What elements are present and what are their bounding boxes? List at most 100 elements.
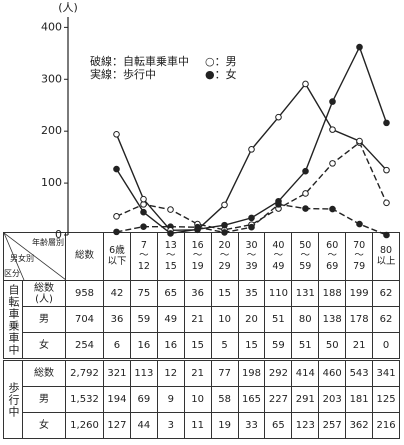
value-cell: 62 [372, 306, 400, 333]
total-cell: 254 [65, 332, 104, 360]
value-cell: 50 [318, 332, 347, 360]
value-cell: 49 [156, 306, 185, 333]
corner-diagonals [4, 233, 66, 280]
age-header: 16 ～ 19 [183, 232, 212, 281]
point [302, 190, 309, 197]
corner-label: 男女別 [10, 254, 34, 263]
table-row: 女 1,260 127 44 3 11 19 33 65 123 257 362 216 [4, 412, 400, 439]
value-cell: 51 [264, 306, 293, 333]
point [113, 228, 120, 236]
corner-label: 年齢層別 [32, 238, 64, 247]
point [221, 221, 228, 229]
value-cell: 131 [291, 280, 320, 307]
chart: (人) 破線：自転車乗車中 実線：歩行中 ○：男 ●：女 0 100 200 300 4… [41, 1, 390, 240]
value-cell: 110 [264, 280, 293, 307]
age-header: 40 ～ 49 [264, 232, 293, 281]
group-label: 歩行中 [3, 358, 23, 439]
point [383, 119, 390, 127]
point [140, 195, 147, 203]
point [221, 201, 228, 209]
point [248, 223, 255, 231]
point [221, 229, 228, 236]
y-unit: (人) [58, 1, 78, 14]
total-header: 総数 [65, 232, 104, 281]
point [383, 231, 390, 239]
point [113, 165, 120, 173]
table-row: 男 1,532 194 69 9 10 58 165 227 291 203 181 125 [4, 386, 400, 413]
value-cell: 80 [291, 306, 320, 333]
point [167, 206, 174, 213]
value-cell: 341 [372, 358, 400, 387]
value-cell: 42 [103, 280, 131, 307]
point [383, 199, 390, 207]
value-cell: 21 [183, 306, 212, 333]
value-cell: 0 [372, 332, 400, 360]
point [329, 160, 336, 167]
point [356, 137, 363, 145]
point [329, 98, 336, 105]
point [113, 213, 120, 220]
value-cell: 188 [318, 280, 347, 307]
value-cell: 113 [129, 358, 158, 387]
point [329, 205, 336, 213]
point [113, 131, 120, 138]
point [302, 167, 309, 175]
value-cell: 125 [372, 386, 400, 413]
table-row: 男 704 36 59 49 21 10 20 51 80 138 178 62 [4, 306, 400, 333]
value-cell: 65 [264, 412, 293, 439]
age-header: 60 ～ 69 [318, 232, 347, 281]
value-cell: 12 [156, 358, 185, 387]
value-cell: 16 [129, 332, 158, 360]
y-tick-label: 200 [41, 124, 62, 137]
value-cell: 9 [156, 386, 185, 413]
value-cell: 21 [183, 358, 212, 387]
point [167, 230, 174, 237]
value-cell: 69 [129, 386, 158, 413]
value-cell: 194 [103, 386, 131, 413]
row-label: 女 [22, 412, 66, 439]
value-cell: 543 [345, 358, 374, 387]
value-cell: 15 [183, 332, 212, 360]
value-cell: 15 [237, 332, 266, 360]
value-cell: 36 [183, 280, 212, 307]
point [356, 43, 363, 51]
point [356, 220, 363, 228]
value-cell: 51 [291, 332, 320, 360]
value-cell: 123 [291, 412, 320, 439]
value-cell: 292 [264, 358, 293, 387]
y-tick-label: 0 [55, 228, 62, 240]
value-cell: 59 [264, 332, 293, 360]
value-cell: 21 [345, 332, 374, 360]
value-cell: 178 [345, 306, 374, 333]
value-cell: 198 [237, 358, 266, 387]
value-cell: 181 [345, 386, 374, 413]
value-cell: 35 [237, 280, 266, 307]
value-cell: 75 [129, 280, 158, 307]
value-cell: 20 [237, 306, 266, 333]
legend-text: ○：男 [205, 55, 237, 68]
point [248, 146, 255, 153]
point [302, 80, 309, 88]
value-cell: 3 [156, 412, 185, 439]
point [302, 205, 309, 212]
total-cell: 1,532 [65, 386, 104, 413]
value-cell: 138 [318, 306, 347, 333]
point [140, 208, 147, 216]
series-line [115, 82, 388, 232]
value-cell: 10 [183, 386, 212, 413]
value-cell: 6 [103, 332, 131, 360]
table-row: 歩行中 総数 2,792 321 113 12 21 77 198 292 414 460 543 341 [3, 358, 400, 439]
group-label: 自転車乗車中 [3, 280, 23, 360]
point [194, 225, 201, 233]
y-tick-label: 300 [41, 72, 62, 85]
legend-text: 実線：歩行中 [90, 67, 156, 81]
point [248, 214, 255, 222]
value-cell: 59 [129, 306, 158, 333]
value-cell: 203 [318, 386, 347, 413]
total-cell: 958 [65, 280, 104, 307]
value-cell: 44 [129, 412, 158, 439]
row-label: 総数 (人) [22, 280, 66, 307]
value-cell: 414 [291, 358, 320, 387]
value-cell: 58 [210, 386, 239, 413]
